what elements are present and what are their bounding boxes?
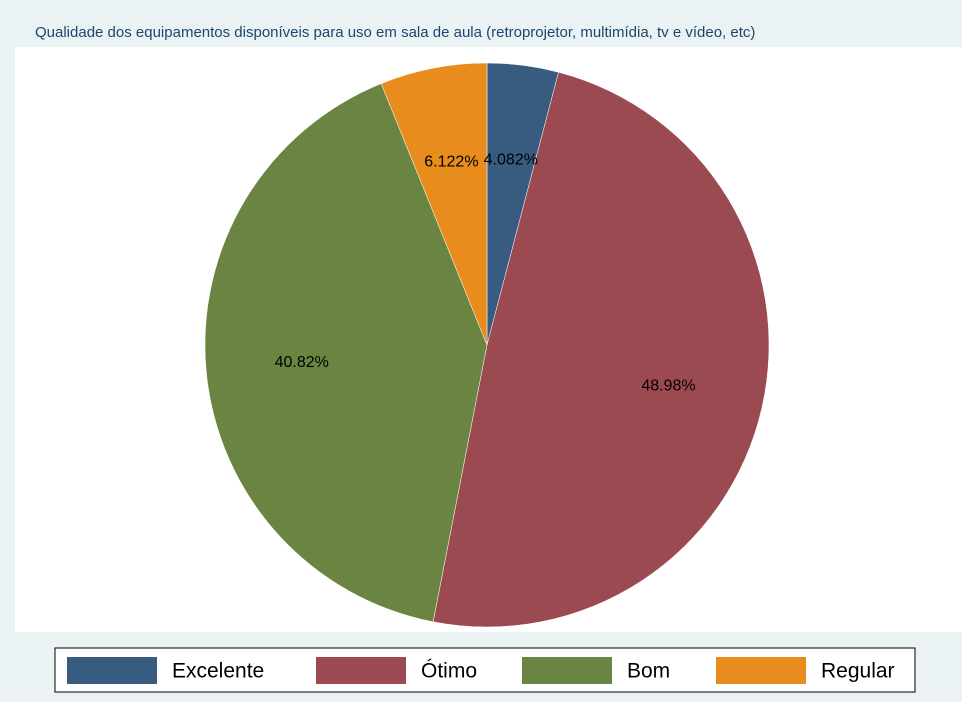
chart-title: Qualidade dos equipamentos disponíveis p… — [35, 24, 755, 41]
pie-slice — [432, 71, 770, 628]
slice-label: 48.98% — [641, 378, 695, 395]
legend-label: Regular — [821, 660, 895, 683]
legend-swatch — [716, 657, 806, 684]
pie-slice — [204, 83, 488, 623]
slice-label: 6.122% — [424, 154, 478, 171]
legend-swatch — [522, 657, 612, 684]
pie-slice — [380, 62, 488, 346]
legend-label: Bom — [627, 660, 670, 683]
legend-label: Ótimo — [421, 660, 477, 683]
slice-label: 40.82% — [275, 354, 329, 371]
legend-swatch — [316, 657, 406, 684]
legend-label: Excelente — [172, 660, 264, 683]
legend-swatch — [67, 657, 157, 684]
slice-label: 4.082% — [484, 152, 538, 169]
